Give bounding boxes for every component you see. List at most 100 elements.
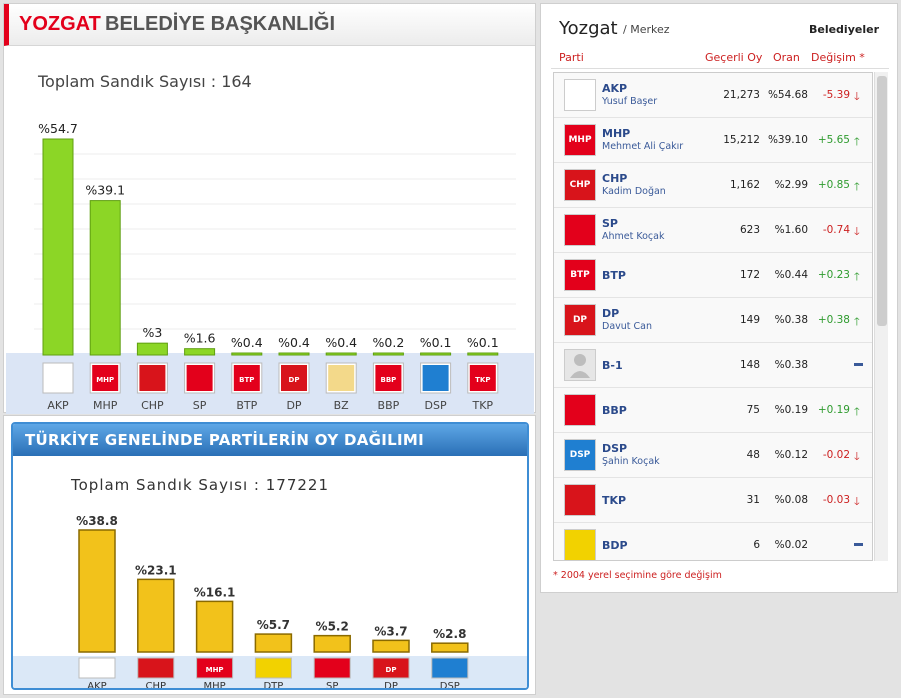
local-bar-dsp: [420, 352, 452, 356]
arrow-down-icon: 🡓: [854, 450, 860, 463]
local-bar-btp: [231, 352, 263, 356]
candidate-name: Yusuf Başer: [602, 96, 658, 107]
result-row-btp[interactable]: BTP BTP 172 %0.44 +0.23 🡑: [554, 253, 872, 298]
national-category-label: AKP: [87, 681, 106, 690]
local-category-label: BTP: [236, 399, 257, 412]
result-row-bdp[interactable]: BDP 6 %0.02: [554, 523, 872, 560]
bbp-logo: [564, 394, 596, 426]
party-name: TKP: [602, 494, 627, 507]
national-bar-label: %16.1: [194, 585, 236, 599]
result-row-bbp[interactable]: BBP 75 %0.19 +0.19 🡑: [554, 388, 872, 433]
result-row-tkp[interactable]: TKP 31 %0.08 -0.03 🡓: [554, 478, 872, 523]
valid-votes: 21,273: [723, 89, 760, 101]
results-scrollbar[interactable]: [874, 72, 888, 561]
person-silhouette-icon: [570, 354, 590, 378]
sp-logo: [313, 657, 351, 679]
national-bar-label: %38.8: [76, 514, 118, 528]
header-divider: [551, 68, 889, 69]
local-chart-title: BELEDİYE BAŞKANLIĞI: [105, 13, 336, 35]
local-bar-chp: [136, 342, 168, 356]
local-category-label: SP: [193, 399, 207, 412]
results-election-type: Belediyeler: [808, 23, 879, 36]
candidate-name: Ahmet Koçak: [602, 231, 665, 242]
valid-votes: 149: [739, 314, 760, 326]
dp-logo: [281, 365, 307, 391]
result-row-akp[interactable]: AKP Yusuf Başer 21,273 %54.68 -5.39 🡓: [554, 73, 872, 118]
valid-votes: 148: [739, 359, 760, 371]
btp-logo: [233, 365, 260, 391]
result-row-dsp[interactable]: DSP DSP Şahin Koçak 48 %0.12 -0.02 🡓: [554, 433, 872, 478]
sp-logo: [564, 214, 596, 246]
party-name: BDP: [602, 539, 628, 552]
local-category-label: AKP: [47, 399, 69, 412]
arrow-up-icon: 🡑: [854, 135, 860, 148]
vote-share: %54.68: [767, 89, 808, 101]
vote-share: %0.44: [774, 269, 808, 281]
local-chart-title-city: YOZGAT: [19, 13, 101, 35]
local-category-label: BBP: [378, 399, 400, 412]
result-row-dp[interactable]: DP DP Davut Can 149 %0.38 +0.38 🡑: [554, 298, 872, 343]
vote-share: %0.38: [774, 359, 808, 371]
candidate-name: Şahin Koçak: [602, 456, 660, 467]
local-bar-label: %0.4: [325, 335, 357, 350]
result-row-b-1[interactable]: B-1 148 %0.38: [554, 343, 872, 388]
vote-change: -0.74: [822, 224, 850, 236]
candidate-name: Kadim Doğan: [602, 186, 666, 197]
btp-logo: BTP: [564, 259, 596, 291]
local-category-label: CHP: [141, 399, 164, 412]
arrow-down-icon: 🡓: [854, 495, 860, 508]
scrollbar-thumb[interactable]: [877, 76, 887, 326]
chp-logo: [139, 365, 166, 391]
national-chart-banner: TÜRKİYE GENELİNDE PARTİLERİN OY DAĞILIMI: [13, 424, 527, 456]
vote-change: +0.85: [817, 179, 850, 191]
results-district: / Merkez: [623, 23, 670, 36]
vote-share: %0.19: [774, 404, 808, 416]
local-bar-label: %1.6: [184, 331, 216, 346]
party-name: DSP: [602, 442, 628, 455]
bdp-logo: [564, 529, 596, 560]
national-category-label: CHP: [146, 681, 167, 690]
vote-share: %0.02: [774, 539, 808, 551]
local-bar-sp: [184, 348, 216, 356]
vote-change: +0.23: [817, 269, 850, 281]
result-row-sp[interactable]: SP Ahmet Koçak 623 %1.60 -0.74 🡓: [554, 208, 872, 253]
logo-text: MHP: [206, 666, 224, 674]
arrow-up-icon: 🡑: [854, 270, 860, 283]
party-name: MHP: [602, 127, 631, 140]
valid-votes: 15,212: [723, 134, 760, 146]
local-bar-tkp: [467, 352, 499, 356]
party-name: CHP: [602, 172, 628, 185]
tkp-logo: [469, 365, 496, 391]
vote-share: %2.99: [774, 179, 808, 191]
party-name: SP: [602, 217, 618, 230]
header-party: Parti: [559, 51, 584, 64]
national-bar-dsp: [431, 642, 469, 653]
local-category-label: BZ: [334, 399, 350, 412]
national-results-chart-panel: TÜRKİYE GENELİNDE PARTİLERİN OY DAĞILIMI…: [3, 415, 536, 695]
local-results-chart-panel: YOZGAT BELEDİYE BAŞKANLIĞI Toplam Sandık…: [3, 3, 536, 414]
local-category-label: MHP: [93, 399, 118, 412]
valid-votes: 172: [739, 269, 760, 281]
logo-text: BBP: [380, 376, 396, 384]
vote-change: +0.38: [817, 314, 850, 326]
dp-logo: [372, 657, 410, 679]
result-row-mhp[interactable]: MHP MHP Mehmet Ali Çakır 15,212 %39.10 +5.65 🡑: [554, 118, 872, 163]
results-list[interactable]: AKP Yusuf Başer 21,273 %54.68 -5.39 🡓 MHP MHP Me…: [553, 72, 873, 561]
arrow-up-icon: 🡑: [854, 180, 860, 193]
arrow-up-icon: 🡑: [854, 405, 860, 418]
local-bar-mhp: [89, 200, 121, 356]
national-bar-label: %3.7: [374, 624, 407, 638]
local-category-label: DSP: [425, 399, 447, 412]
vote-change: -0.03: [822, 494, 850, 506]
valid-votes: 623: [739, 224, 760, 236]
local-bar-label: %39.1: [85, 183, 125, 198]
vote-change: +5.65: [817, 134, 850, 146]
result-row-chp[interactable]: CHP CHP Kadim Doğan 1,162 %2.99 +0.85 🡑: [554, 163, 872, 208]
change-footnote: * 2004 yerel seçimine göre değişim: [553, 570, 722, 581]
logo-text: DP: [386, 666, 397, 674]
national-category-label: SP: [326, 681, 338, 690]
no-change-icon: [854, 358, 864, 370]
local-bar-bz: [325, 352, 357, 356]
dsp-logo: [431, 657, 469, 679]
logo-band: [6, 353, 534, 414]
